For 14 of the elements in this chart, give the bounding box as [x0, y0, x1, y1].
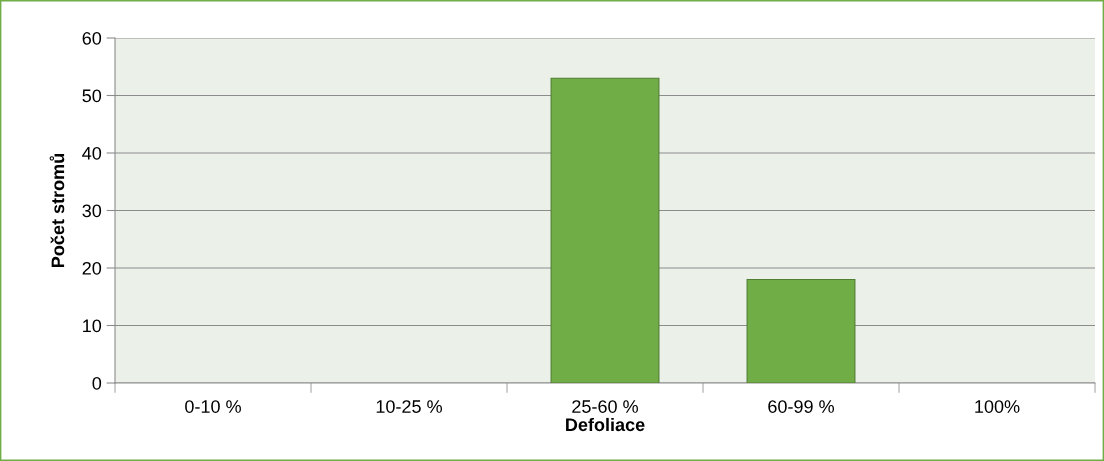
y-tick-label: 20 [82, 261, 102, 275]
x-tick-label: 100% [975, 400, 1020, 413]
x-tick-label: 25-60 % [572, 400, 638, 413]
y-axis-title: Počet stromů [49, 154, 65, 267]
x-tick-label: 60-99 % [768, 400, 834, 413]
y-tick-label: 50 [82, 89, 102, 103]
y-tick-label: 30 [82, 204, 102, 218]
x-tick-label: 0-10 % [185, 400, 241, 413]
x-tick-label: 10-25 % [376, 400, 442, 413]
y-tick-label: 0 [92, 376, 102, 390]
y-tick-label: 60 [82, 31, 102, 45]
y-tick-label: 40 [82, 146, 102, 160]
x-axis-title: Defoliace [566, 417, 645, 432]
y-tick-label: 10 [83, 319, 102, 333]
